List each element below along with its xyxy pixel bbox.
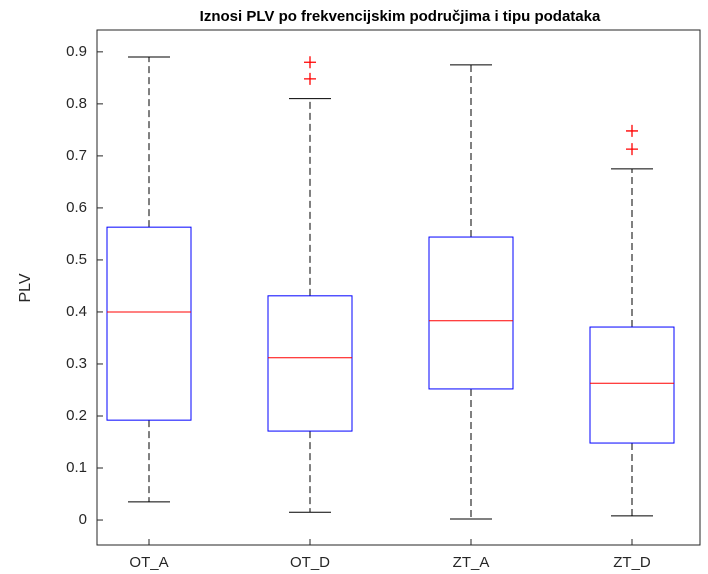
y-tick-label: 0 [79, 511, 87, 528]
y-tick-label: 0.6 [66, 199, 87, 216]
y-tick-label: 0.3 [66, 355, 87, 372]
y-tick-label: 0.9 [66, 43, 87, 60]
y-tick-label: 0.2 [66, 407, 87, 424]
outlier [304, 72, 316, 85]
y-tick-label: 0.7 [66, 147, 87, 164]
outlier [304, 56, 316, 69]
y-tick-label: 0.8 [66, 95, 87, 112]
box [267, 295, 353, 432]
box [428, 236, 514, 390]
box [589, 326, 675, 444]
y-tick-label: 0.5 [66, 251, 87, 268]
box [106, 226, 192, 421]
x-tick-label: ZT_A [453, 554, 490, 571]
outlier [626, 143, 638, 156]
axes-box [96, 29, 701, 546]
y-tick-label: 0.1 [66, 459, 87, 476]
x-tick-label: OT_D [290, 554, 330, 571]
outlier [626, 124, 638, 137]
y-axis-label: PLV [17, 273, 34, 302]
x-tick-label: ZT_D [613, 554, 651, 571]
chart-title: Iznosi PLV po frekvencijskim područjima … [200, 8, 601, 25]
y-tick-label: 0.4 [66, 303, 87, 320]
x-tick-label: OT_A [129, 554, 168, 571]
